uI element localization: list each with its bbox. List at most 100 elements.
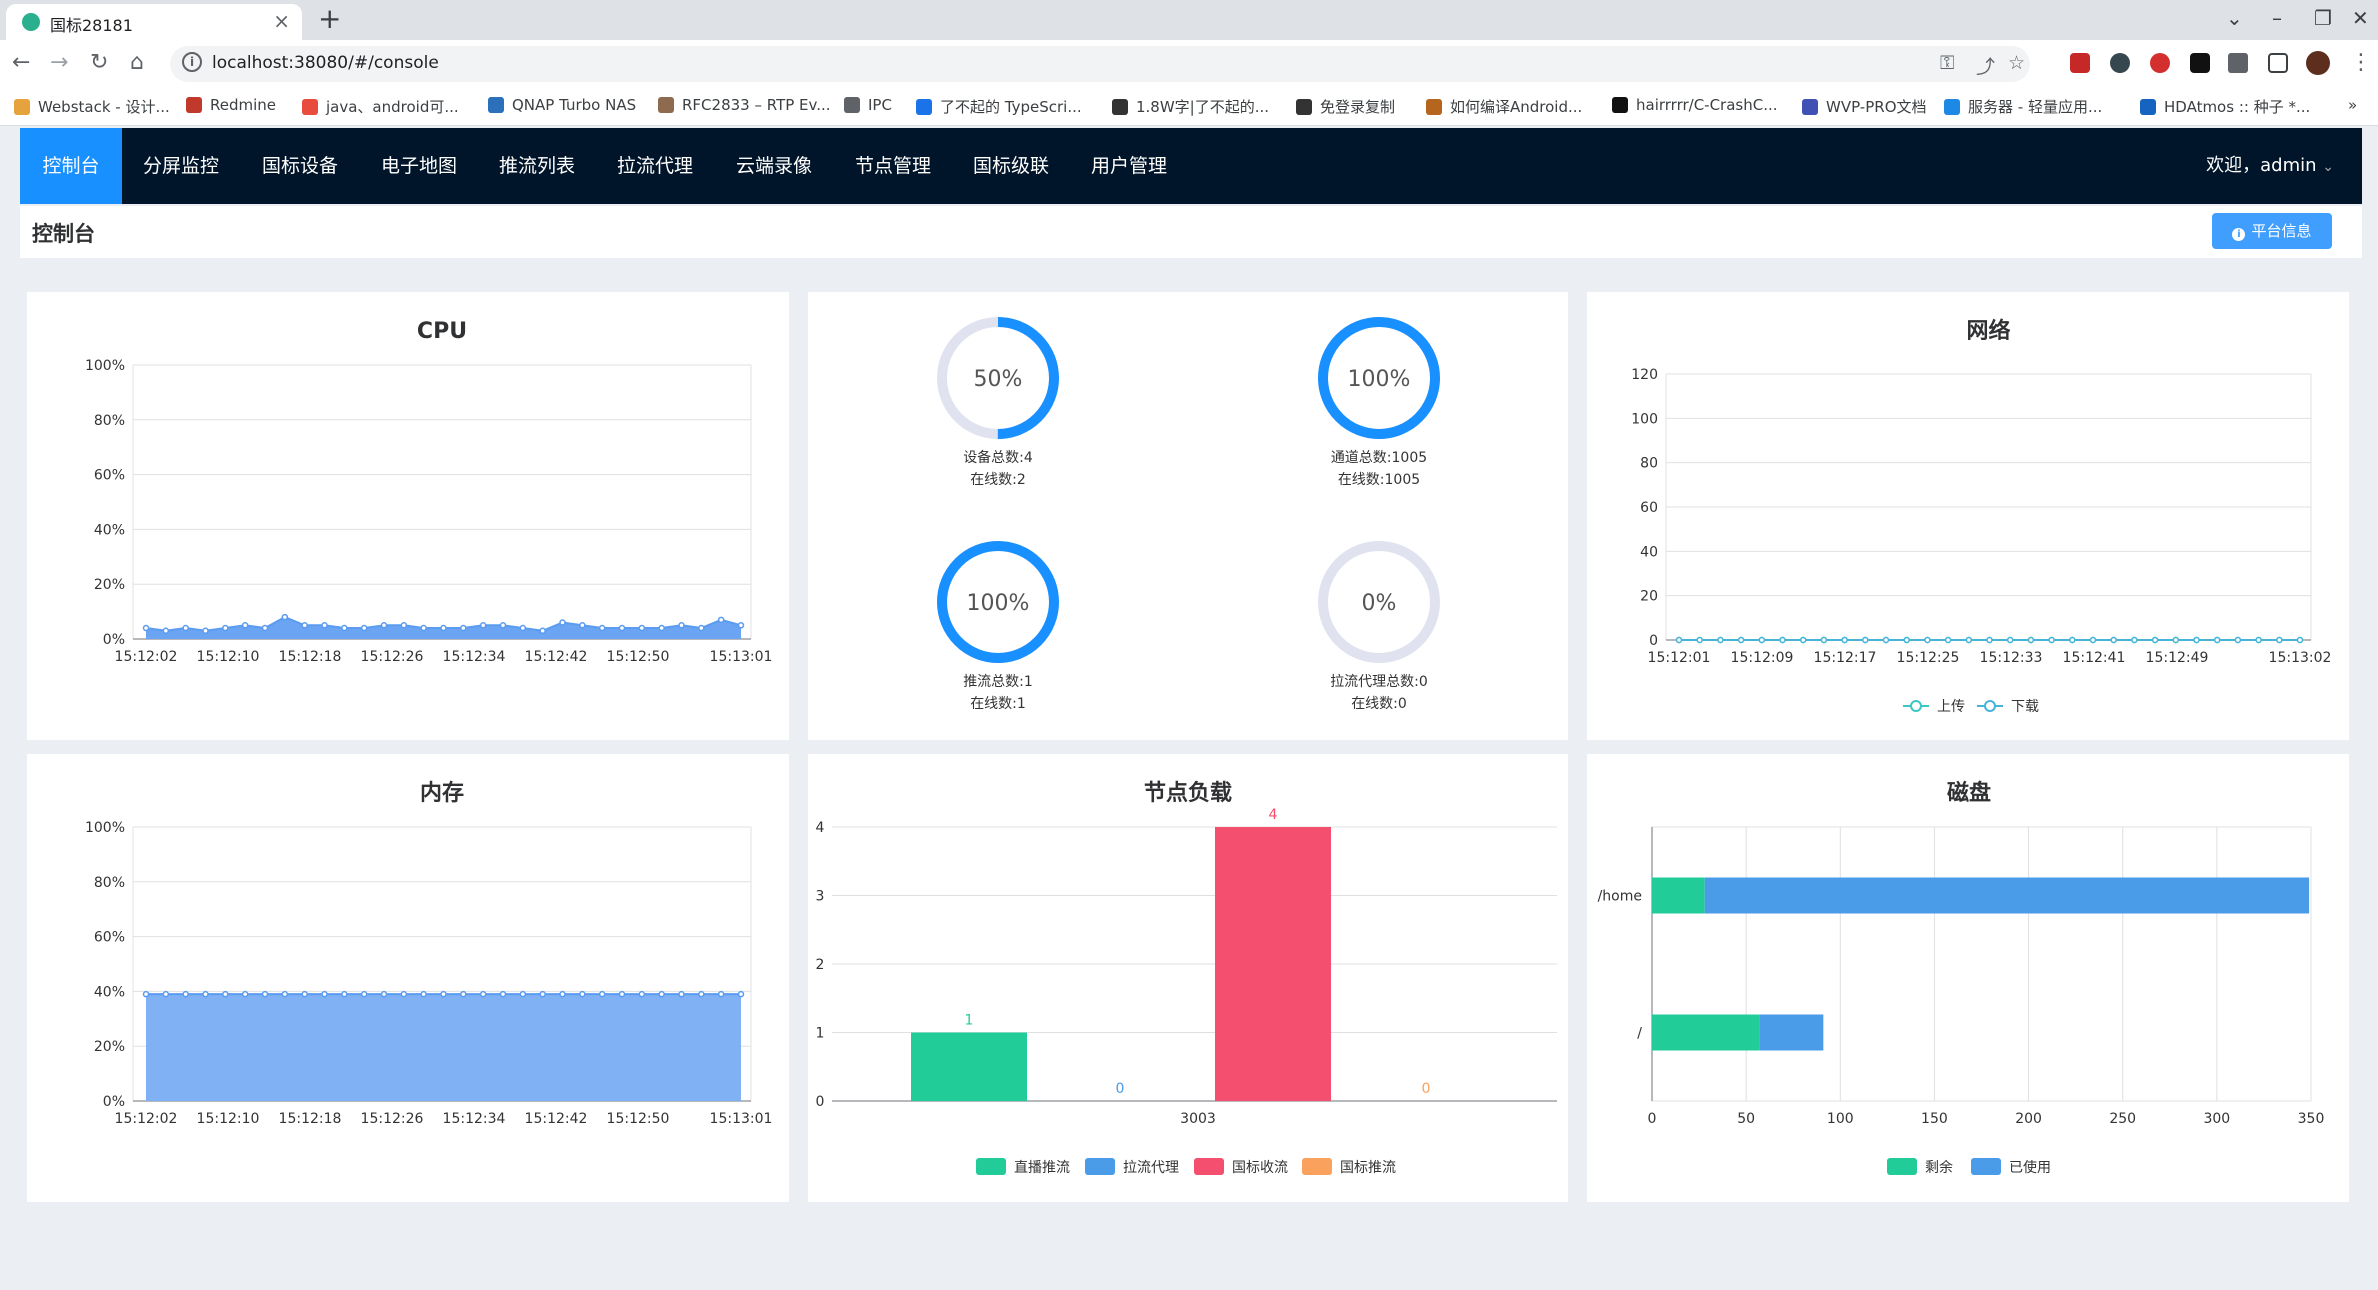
site-info-icon[interactable]: i bbox=[182, 52, 202, 72]
bookmark-item[interactable]: 服务器 - 轻量应用... bbox=[1944, 96, 2102, 117]
minimize-icon[interactable]: – bbox=[2272, 6, 2282, 30]
extension-block-icon[interactable] bbox=[2150, 53, 2170, 73]
bookmark-item[interactable]: hairrrrr/C-CrashC... bbox=[1612, 96, 1778, 114]
memory-series-point bbox=[202, 990, 209, 998]
extension-js-icon[interactable] bbox=[2070, 53, 2090, 73]
cpu-series-point bbox=[222, 624, 229, 632]
legend-label: 拉流代理 bbox=[1123, 1160, 1179, 1176]
cpu-series-point bbox=[400, 622, 408, 629]
bar bbox=[911, 1032, 1027, 1101]
cpu-card: CPU 100% 80% 60% 40% 20% 0% 15:12:02 15:12:10 15:… bbox=[27, 292, 789, 740]
bookmark-label: 1.8W字|了不起的... bbox=[1136, 98, 1270, 116]
download-series-point bbox=[1758, 636, 1766, 644]
memory-card: 内存 100% 80% 60% 40% 20% 0% 15:12:02 15:12:10 15:1… bbox=[27, 754, 789, 1202]
legend-label: 国标收流 bbox=[1232, 1160, 1288, 1176]
share-icon[interactable]: ⤴ bbox=[1976, 56, 1996, 78]
gauge-track bbox=[1318, 541, 1440, 663]
y-tick-label: 80% bbox=[94, 875, 125, 891]
bookmark-label: RFC2833 – RTP Ev... bbox=[682, 96, 831, 114]
nav-item[interactable]: 控制台 bbox=[20, 128, 122, 204]
bookmarks-overflow-icon[interactable]: » bbox=[2348, 96, 2358, 114]
bookmark-item[interactable]: 免登录复制 bbox=[1296, 96, 1395, 117]
memory-series-point bbox=[301, 990, 308, 998]
nav-item[interactable]: 拉流代理 bbox=[616, 155, 693, 177]
gauge-online-label: 在线数:1005 bbox=[1338, 472, 1420, 488]
gauge-percent-label: 100% bbox=[967, 591, 1030, 616]
x-tick-label: 15:12:18 bbox=[279, 649, 342, 665]
nav-item[interactable]: 电子地图 bbox=[380, 155, 457, 177]
download-series-point bbox=[1903, 636, 1910, 644]
node-load-chart: 节点负载 4 3 2 1 0 3003 1 0 4 0 直播推流 拉流代理 国标收流 国标推流 bbox=[816, 780, 1557, 1176]
extension-qr-icon[interactable] bbox=[2190, 53, 2210, 73]
gauge-total-label: 推流总数:1 bbox=[963, 674, 1033, 690]
window-close-icon[interactable]: ✕ bbox=[2352, 6, 2369, 30]
bookmark-label: Redmine bbox=[210, 96, 277, 114]
x-tick-label: 100 bbox=[1827, 1111, 1854, 1127]
password-key-icon[interactable]: ⚿ bbox=[1940, 52, 1955, 74]
bookmark-item[interactable]: 1.8W字|了不起的... bbox=[1112, 96, 1269, 117]
bookmark-item[interactable]: Webstack - 设计... bbox=[14, 96, 170, 117]
legend-label: 已使用 bbox=[2009, 1159, 2051, 1176]
x-tick-label: 350 bbox=[2298, 1111, 2325, 1127]
download-series-point bbox=[2069, 636, 2076, 644]
x-tick-label: 300 bbox=[2203, 1111, 2230, 1127]
bookmark-item[interactable]: Redmine bbox=[186, 96, 276, 114]
bookmark-favicon-icon bbox=[14, 99, 30, 115]
bookmark-favicon-icon bbox=[1612, 97, 1628, 113]
extensions-puzzle-icon[interactable] bbox=[2228, 53, 2248, 73]
nav-item[interactable]: 分屏监控 bbox=[142, 155, 219, 177]
nav-item[interactable]: 推流列表 bbox=[498, 155, 575, 177]
memory-series-point bbox=[678, 990, 685, 998]
tab-close-icon[interactable]: × bbox=[273, 9, 290, 33]
bookmark-favicon-icon bbox=[844, 97, 860, 113]
download-series-point bbox=[1965, 636, 1973, 644]
bookmark-item[interactable]: 如何编译Android... bbox=[1426, 96, 1582, 117]
bookmark-item[interactable]: java、android可... bbox=[302, 96, 459, 117]
bookmark-item[interactable]: RFC2833 – RTP Ev... bbox=[658, 96, 831, 114]
bookmark-item[interactable]: WVP-PRO文档 bbox=[1802, 96, 1927, 117]
url-text[interactable]: localhost:38080/#/console bbox=[212, 53, 439, 73]
memory-series-point bbox=[341, 990, 348, 998]
platform-info-button[interactable]: i 平台信息 bbox=[2212, 213, 2332, 249]
y-tick-label: 100% bbox=[85, 820, 125, 836]
memory-chart: 内存 100% 80% 60% 40% 20% 0%15:12:02 15:12:10 15:1… bbox=[85, 780, 772, 1127]
chart-title: 网络 bbox=[1966, 318, 2010, 344]
side-panel-icon[interactable] bbox=[2268, 53, 2288, 73]
browser-tab[interactable]: 国标28181 × bbox=[6, 4, 302, 40]
tab-title: 国标28181 bbox=[50, 16, 133, 35]
nav-item[interactable]: 国标级联 bbox=[972, 155, 1049, 177]
restore-icon[interactable]: ❐ bbox=[2314, 6, 2332, 30]
nav-item[interactable]: 国标设备 bbox=[261, 155, 338, 177]
disk-card: 磁盘 0 50 100 150 200 250 300 350/home / 剩余 已使用 bbox=[1587, 754, 2349, 1202]
bookmark-item[interactable]: QNAP Turbo NAS bbox=[488, 96, 636, 114]
nav-item[interactable]: 用户管理 bbox=[1090, 155, 1167, 177]
bookmark-favicon-icon bbox=[1802, 99, 1818, 115]
download-series-point bbox=[1862, 636, 1869, 644]
memory-series-point bbox=[162, 990, 170, 998]
home-icon[interactable]: ⌂ bbox=[130, 50, 144, 75]
browser-menu-icon[interactable]: ⋮ bbox=[2350, 50, 2372, 75]
forward-icon[interactable]: → bbox=[50, 50, 69, 75]
nav-item[interactable]: 节点管理 bbox=[854, 155, 931, 177]
y-tick-label: 120 bbox=[1631, 367, 1658, 383]
profile-avatar[interactable] bbox=[2306, 51, 2330, 75]
address-bar[interactable]: i localhost:38080/#/console ⚿ ⤴ ☆ bbox=[170, 46, 2030, 82]
cpu-series-point bbox=[142, 624, 150, 632]
bookmark-item[interactable]: IPC bbox=[844, 96, 892, 114]
bookmark-label: hairrrrr/C-CrashC... bbox=[1636, 96, 1778, 114]
back-icon[interactable]: ← bbox=[12, 50, 31, 75]
extension-glasses-icon[interactable] bbox=[2110, 53, 2130, 73]
reload-icon[interactable]: ↻ bbox=[90, 50, 109, 75]
statistics-gauges: 50% 设备总数:4 在线数:2 100% 通道总数:1005 在线数:1005 100% 推… bbox=[937, 317, 1440, 712]
nav-item[interactable]: 云端录像 bbox=[735, 155, 812, 177]
bookmark-item[interactable]: 了不起的 TypeScri... bbox=[916, 96, 1082, 117]
memory-series-point bbox=[579, 990, 586, 998]
y-tick-label: 60% bbox=[94, 468, 125, 484]
user-menu[interactable]: 欢迎，admin ⌄ bbox=[2206, 128, 2334, 204]
new-tab-icon[interactable]: + bbox=[318, 2, 342, 35]
bookmark-star-icon[interactable]: ☆ bbox=[2008, 52, 2026, 74]
bookmark-item[interactable]: HDAtmos :: 种子 *... bbox=[2140, 96, 2310, 117]
bookmark-label: java、android可... bbox=[326, 98, 459, 116]
tab-search-chevron-icon[interactable]: ⌄ bbox=[2226, 6, 2243, 30]
download-series-point bbox=[1924, 636, 1931, 644]
